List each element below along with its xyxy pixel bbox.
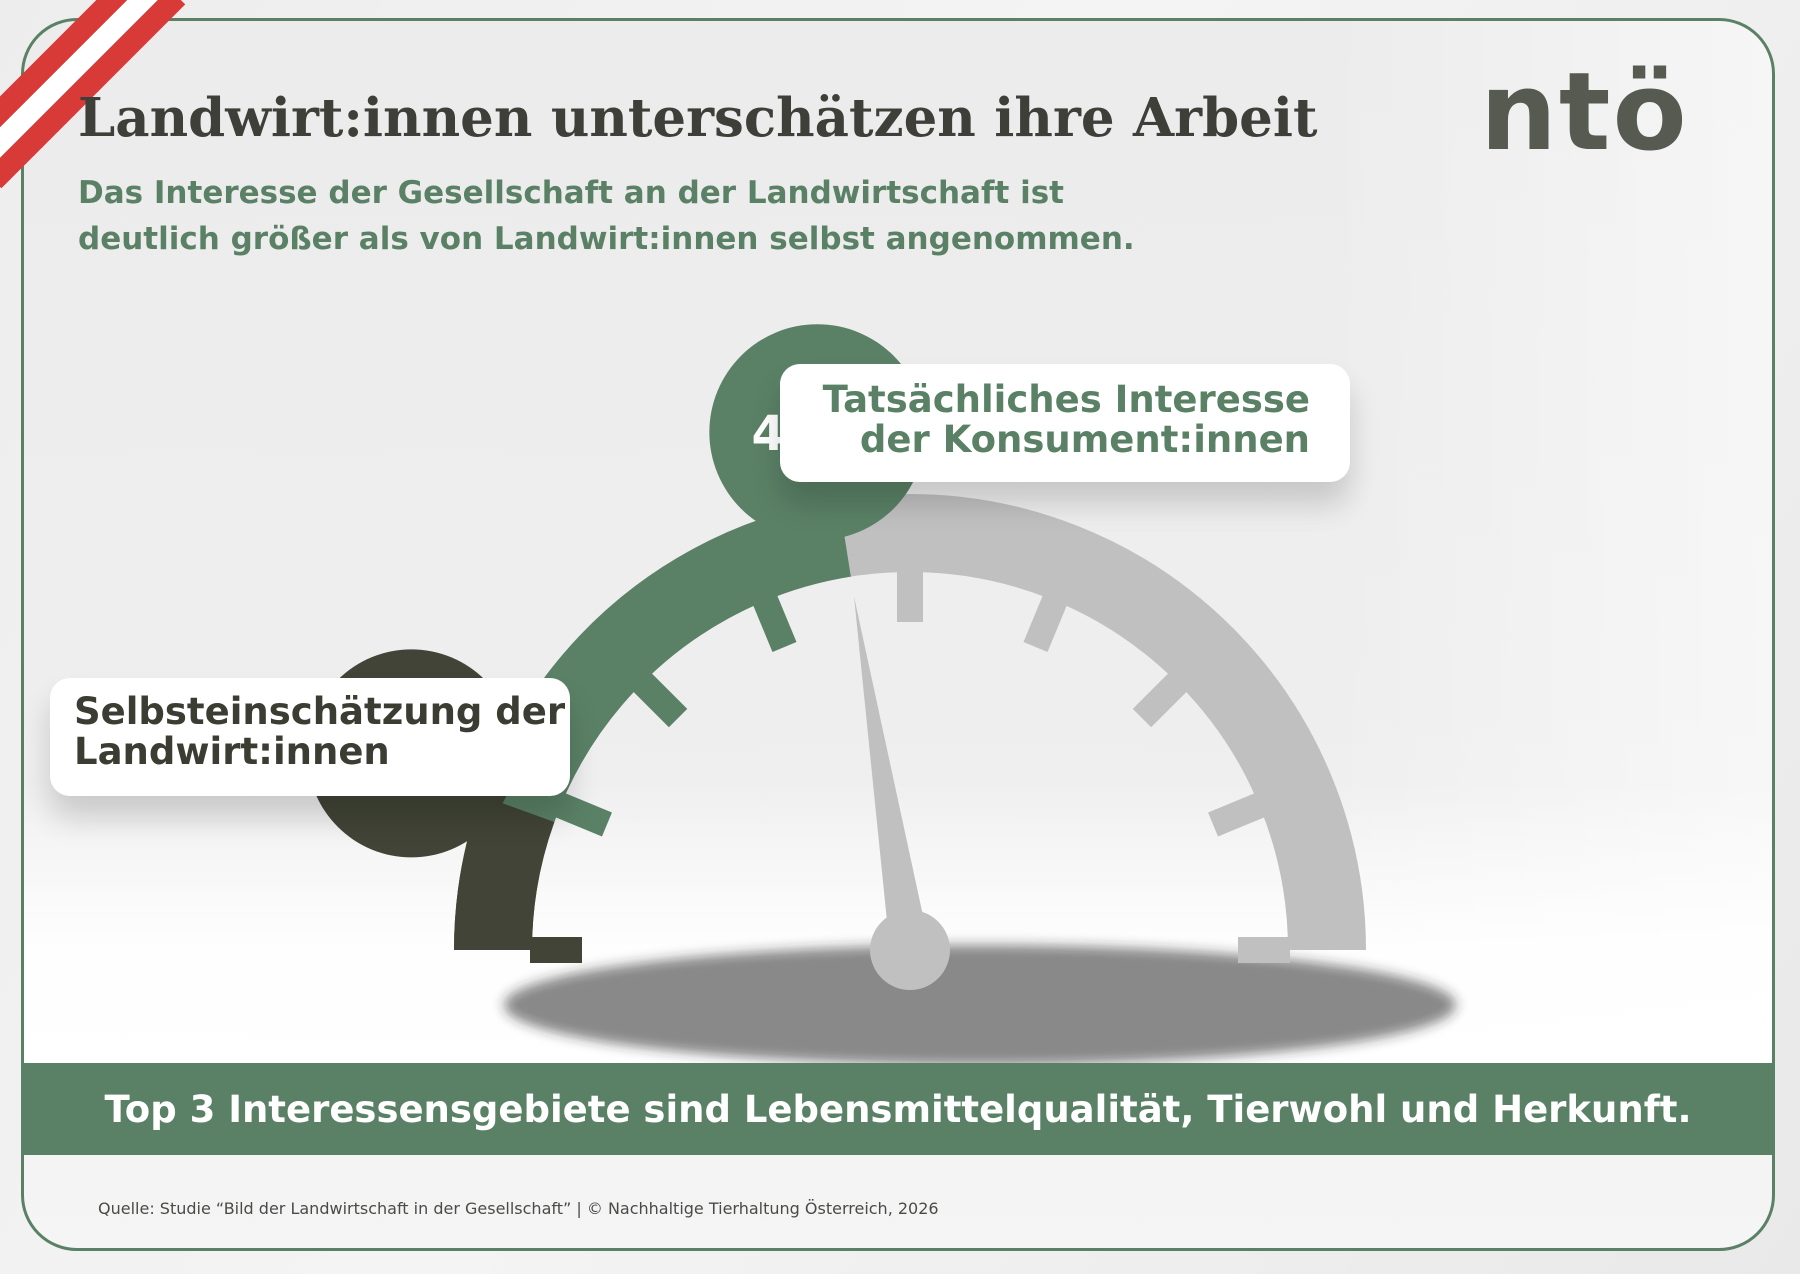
gauge-tick [1023,593,1068,652]
gauge-needle [853,596,930,954]
self-assessment-label-line-2: Landwirt:innen [74,730,390,773]
infographic-card [21,18,1775,1251]
actual-interest-label: Tatsächliches Interesse der Konsument:in… [780,364,1350,482]
self-assessment-label-line-1: Selbsteinschätzung der [74,690,566,733]
source-note: Quelle: Studie “Bild der Landwirtschaft … [98,1199,939,1218]
gauge-tick [1208,792,1267,837]
gauge-tick [553,792,612,837]
gauge-tick [1132,672,1188,728]
page-title: Landwirt:innen unterschätzen ihre Arbeit [78,87,1318,149]
page-subtitle: Das Interesse der Gesellschaft an der La… [78,170,1135,262]
actual-interest-label-line-1: Tatsächliches Interesse [822,378,1310,421]
subtitle-line-1: Das Interesse der Gesellschaft an der La… [78,175,1064,211]
key-finding-banner: Top 3 Interessensgebiete sind Lebensmitt… [21,1063,1775,1155]
key-finding-text: Top 3 Interessensgebiete sind Lebensmitt… [104,1087,1692,1131]
gauge-tick [752,593,797,652]
nto-logo: ntö [1480,50,1689,175]
gauge-shadow [504,945,1456,1065]
gauge-tick [632,672,688,728]
subtitle-line-2: deutlich größer als von Landwirt:innen s… [78,221,1135,257]
self-assessment-label: Selbsteinschätzung der Landwirt:innen [50,678,570,796]
gauge-needle-hub [870,910,950,990]
actual-interest-label-line-2: der Konsument:innen [859,418,1310,461]
gauge-segment-1 [454,795,555,951]
